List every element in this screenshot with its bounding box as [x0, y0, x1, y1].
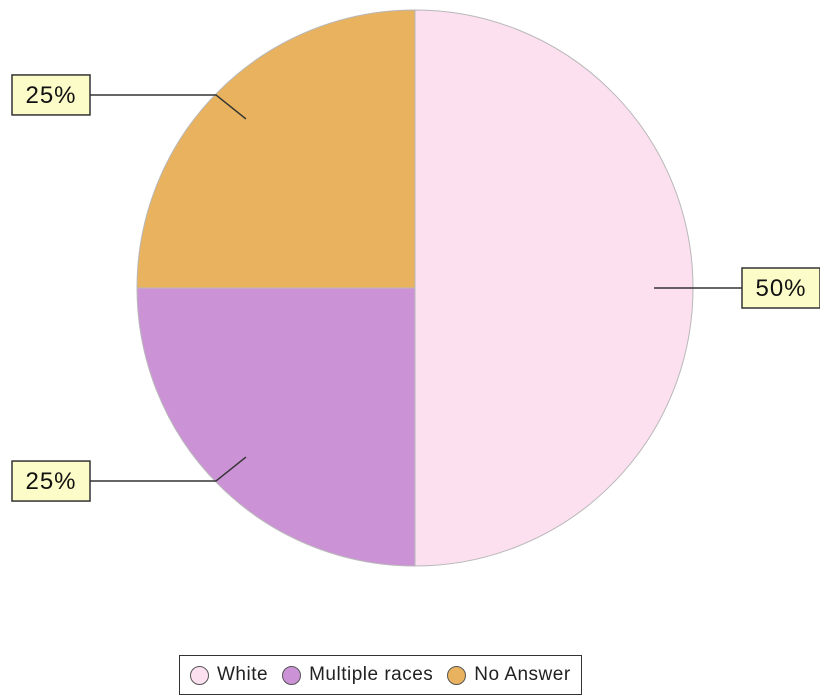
- legend-swatch-multiple-races: [282, 665, 302, 685]
- legend-item-multiple-races: Multiple races: [282, 664, 433, 686]
- pie-slice-multiple-races: [136, 287, 416, 567]
- legend-item-white: White: [190, 664, 268, 686]
- legend-swatch-white: [190, 665, 209, 685]
- data-label-box-no-answer: [11, 74, 91, 116]
- legend-item-no-answer: No Answer: [447, 664, 570, 686]
- data-label-box-multiple-races: [11, 460, 91, 502]
- pie-data-labels: 50% 25% 25%: [11, 74, 820, 502]
- pie-slice-white: [414, 9, 694, 567]
- legend-label-multiple-races: Multiple races: [309, 664, 434, 685]
- data-label-white: 50%: [755, 275, 806, 302]
- data-label-no-answer: 25%: [25, 82, 76, 109]
- pie-slice-no-answer: [136, 9, 416, 289]
- data-label-multiple-races: 25%: [25, 468, 76, 495]
- pie-chart: 50% 25% 25%: [11, 9, 820, 567]
- data-label-box-white: [741, 267, 820, 309]
- leader-line-no-answer: [90, 94, 247, 120]
- pie-slices: [136, 9, 694, 567]
- leader-line-multiple-races: [90, 456, 247, 482]
- legend-label-no-answer: No Answer: [474, 664, 571, 685]
- legend-swatch-no-answer: [447, 665, 467, 685]
- chart-legend: White Multiple races No Answer: [179, 655, 582, 695]
- legend-label-white: White: [217, 664, 269, 685]
